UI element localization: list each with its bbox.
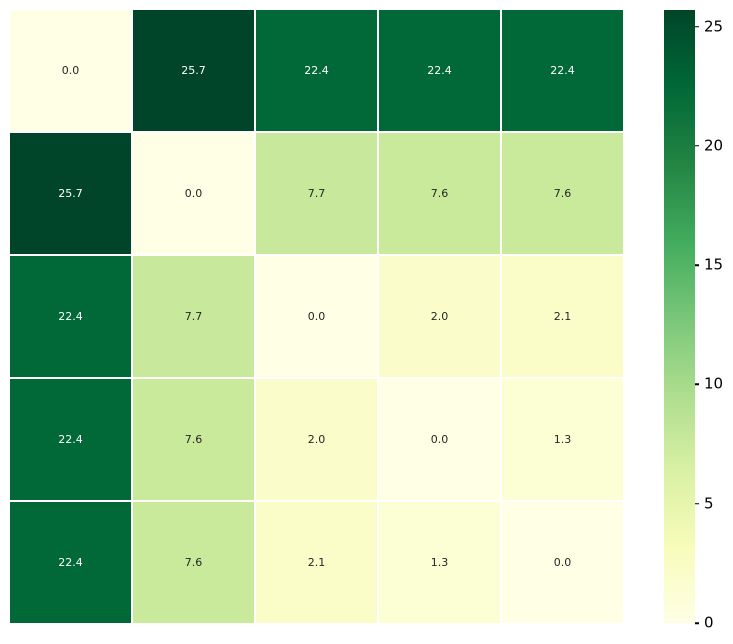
heatmap-cell: 0.0: [502, 502, 623, 623]
colorbar-tick-mark: [695, 622, 699, 624]
heatmap-cell: 2.0: [256, 379, 377, 500]
heatmap-cell: 2.1: [256, 502, 377, 623]
colorbar-tick-mark: [695, 502, 699, 505]
heatmap-cell: 22.4: [10, 379, 131, 500]
colorbar-tick-label: 25: [704, 17, 724, 36]
colorbar-gradient: [664, 10, 695, 623]
heatmap-cell: 0.0: [256, 256, 377, 377]
heatmap-cell: 22.4: [502, 10, 623, 131]
heatmap-cell: 1.3: [502, 379, 623, 500]
heatmap-cell: 0.0: [10, 10, 131, 131]
heatmap-cell: 22.4: [379, 10, 500, 131]
heatmap-cell: 7.6: [133, 379, 254, 500]
heatmap-cell: 22.4: [256, 10, 377, 131]
heatmap-cell: 1.3: [379, 502, 500, 623]
heatmap-cell: 7.6: [379, 133, 500, 254]
heatmap-cell: 22.4: [10, 256, 131, 377]
heatmap-cell: 7.6: [133, 502, 254, 623]
heatmap-cell: 2.0: [379, 256, 500, 377]
heatmap-cell: 25.7: [10, 133, 131, 254]
heatmap-grid: 0.0 25.7 22.4 22.4 22.4 25.7 0.0 7.7 7.6 7.6 22.4 7…: [10, 10, 623, 623]
colorbar-tick-mark: [695, 264, 699, 266]
colorbar-tick-mark: [695, 25, 699, 28]
heatmap-cell: 7.7: [133, 256, 254, 377]
heatmap-cell: 7.6: [502, 133, 623, 254]
heatmap-cell: 22.4: [10, 502, 131, 623]
colorbar-tick-label: 0: [704, 613, 714, 632]
colorbar-tick-label: 15: [704, 255, 724, 274]
colorbar-tick-mark: [695, 145, 699, 147]
heatmap-cell: 7.7: [256, 133, 377, 254]
colorbar-tick-label: 5: [704, 494, 714, 513]
colorbar-tick-mark: [695, 383, 699, 386]
colorbar-tick-label: 20: [704, 136, 724, 155]
heatmap-cell: 0.0: [133, 133, 254, 254]
colorbar: 0 5 10 15 20 25: [664, 10, 723, 630]
heatmap-cell: 25.7: [133, 10, 254, 131]
heatmap-cell: 2.1: [502, 256, 623, 377]
colorbar-tick-label: 10: [704, 374, 724, 393]
heatmap-cell: 0.0: [379, 379, 500, 500]
